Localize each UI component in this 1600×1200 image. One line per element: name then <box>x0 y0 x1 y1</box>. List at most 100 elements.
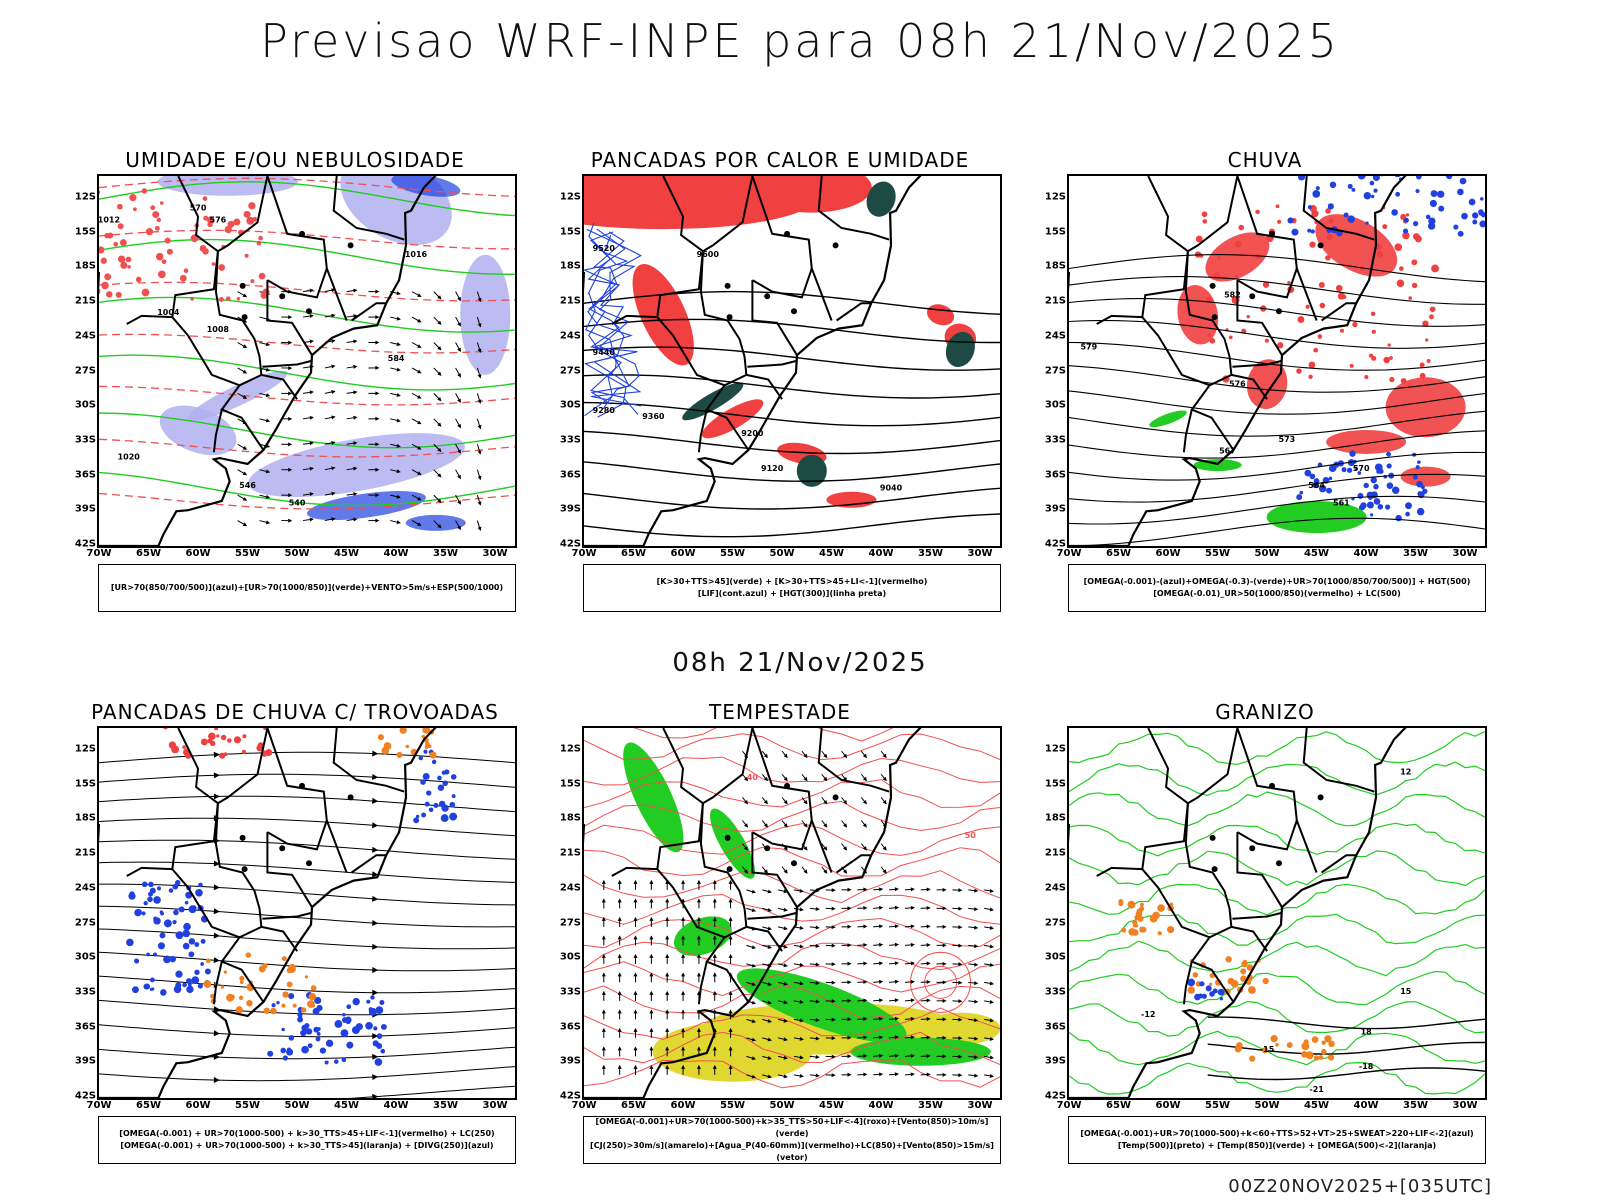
lat-tick-label: 39S <box>74 503 96 515</box>
red-speckle <box>99 288 101 295</box>
lon-tick-label: 60W <box>1155 548 1181 559</box>
water-contour <box>584 870 1000 904</box>
map-chuva[interactable]: 582 579 576 573 570 567 564 561 <box>1067 174 1487 548</box>
streamline <box>99 975 515 994</box>
lon-axis: 70W 65W 60W 55W 50W 45W 40W 35W 30W <box>87 548 517 562</box>
lake-mark <box>279 293 286 300</box>
wind-arrow-head <box>375 518 380 523</box>
red-speckle <box>236 297 241 301</box>
wind-arrow-head <box>375 467 380 472</box>
lat-tick-label: 33S <box>1044 986 1066 998</box>
legend-line: [OMEGA(-0.001)+UR>70(1000-500)+k<60+TTS>… <box>1080 1129 1474 1138</box>
contour-label: 1004 <box>157 308 180 317</box>
wind-vector-head <box>958 943 963 948</box>
map-granizo[interactable]: -12 -15 -18 -21 12 15 18 <box>1067 726 1487 1100</box>
wind-vector-head <box>863 1035 868 1040</box>
wind-vector-head <box>751 1074 757 1079</box>
wind-vector-head <box>649 1064 654 1069</box>
wind-vector-head <box>974 962 979 967</box>
omega-blue-speckle <box>1429 199 1437 208</box>
wind-arrow-head <box>437 422 442 427</box>
wind-vector-head <box>633 935 638 940</box>
divg-blue-speckle <box>185 978 192 984</box>
wind-vector-head <box>728 953 733 958</box>
rain-speckle <box>1311 209 1319 218</box>
wind-vector-head <box>823 753 828 759</box>
wind-vector-head <box>882 776 887 782</box>
lat-tick-label: 21S <box>559 847 581 859</box>
divg-blue-speckle <box>169 955 177 963</box>
wind-vector-head <box>681 1046 686 1051</box>
omega-blue-speckle <box>1457 188 1464 196</box>
wind-vector-head <box>894 961 899 966</box>
lake-mark <box>726 314 733 321</box>
wind-vector-head <box>799 1055 804 1060</box>
wind-vector-head <box>815 907 820 911</box>
wind-vector-head <box>767 944 772 949</box>
lake-mark <box>279 845 286 852</box>
wind-vector-head <box>847 906 852 911</box>
red-speckle <box>243 210 251 218</box>
wind-vector-head <box>799 962 804 967</box>
omega-blue-speckle <box>1357 471 1362 475</box>
wind-vector-head <box>942 906 947 911</box>
wind-vector-head <box>879 1053 884 1058</box>
wind-vector-head <box>649 1009 654 1014</box>
streamline-arrow <box>213 957 220 964</box>
border-line <box>1302 176 1375 241</box>
map-umidade[interactable]: 1012 1008 1020 1004 1016 570 576 584 546 540 <box>97 174 517 548</box>
wind-vector-head <box>783 981 788 986</box>
streamline-arrow <box>213 793 220 800</box>
wind-vector-head <box>815 1036 820 1041</box>
lon-tick-label: 65W <box>1106 548 1131 559</box>
red-speckle <box>117 203 123 210</box>
hail-blue-speckle <box>1198 993 1203 999</box>
hgt500-contour <box>1069 276 1485 305</box>
wind-arrow-head <box>331 364 336 369</box>
wind-arrow-head <box>288 442 293 447</box>
wind-arrow-head <box>331 415 336 420</box>
omega-blue-speckle <box>1343 212 1349 218</box>
wind-arrow-head <box>375 493 380 498</box>
wind-vector-head <box>665 1046 670 1051</box>
wind-vector-head <box>799 944 804 949</box>
omega500-orange-speckle <box>1157 931 1162 936</box>
map-tempestade[interactable]: 40 50 <box>582 726 1002 1100</box>
map-pancadas-trovoadas[interactable] <box>97 726 517 1100</box>
lat-axis: 12S 15S 18S 21S 24S 27S 30S 33S 36S 39S 42S <box>551 174 581 550</box>
border-line <box>266 728 348 873</box>
lon-tick-label: 70W <box>1056 548 1082 559</box>
lat-tick-label: 18S <box>559 260 581 272</box>
map-pancadas-calor[interactable]: 9520 9600 9440 9360 9280 9200 9120 9040 <box>582 174 1002 548</box>
omega500-orange-speckle <box>1261 1047 1269 1054</box>
border-line <box>1187 728 1239 805</box>
streamline <box>99 1024 515 1038</box>
rain-speckle <box>1287 280 1291 285</box>
omega-blue-speckle <box>1358 504 1365 511</box>
wind-vector-head <box>910 1035 915 1040</box>
wind-vector-head <box>974 888 979 893</box>
wind-vector-head <box>823 800 828 805</box>
wind-vector-head <box>894 924 899 929</box>
wind-vector-head <box>799 925 804 930</box>
wind-arrow-head <box>396 392 401 397</box>
divg-blue-speckle <box>286 1047 292 1052</box>
orange-speckle <box>399 728 407 734</box>
divg-blue-speckle <box>373 1026 378 1031</box>
rain-red-area <box>1246 359 1288 409</box>
divg-blue-speckle <box>305 1028 313 1035</box>
water-contour <box>584 756 1000 786</box>
wind-vector-head <box>649 935 654 940</box>
lon-tick-label: 65W <box>136 1100 161 1111</box>
omega500-orange-speckle <box>1321 1048 1326 1053</box>
wind-arrow-head <box>331 466 336 471</box>
border-line <box>751 268 813 299</box>
omega-blue-speckle <box>1457 230 1464 237</box>
contour-label: 1016 <box>405 250 428 259</box>
divg-blue-speckle <box>148 891 154 897</box>
wind-vector-head <box>601 935 606 940</box>
border-line <box>1184 803 1235 1003</box>
wind-arrow-head <box>288 315 293 320</box>
omega-blue-speckle <box>1368 495 1373 500</box>
wind-arrow-head <box>437 346 442 351</box>
